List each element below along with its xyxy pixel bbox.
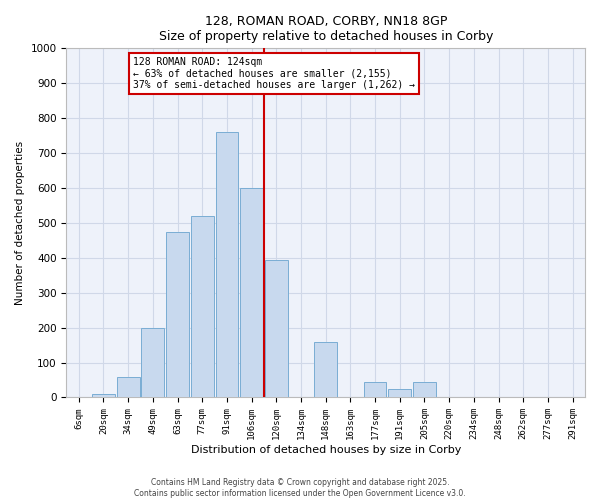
Y-axis label: Number of detached properties: Number of detached properties [15,141,25,305]
Bar [240,188,263,398]
X-axis label: Distribution of detached houses by size in Corby: Distribution of detached houses by size … [191,445,461,455]
Bar [191,216,214,398]
Bar [92,394,115,398]
Text: 128 ROMAN ROAD: 124sqm
← 63% of detached houses are smaller (2,155)
37% of semi-: 128 ROMAN ROAD: 124sqm ← 63% of detached… [133,57,415,90]
Bar [413,382,436,398]
Text: Contains HM Land Registry data © Crown copyright and database right 2025.
Contai: Contains HM Land Registry data © Crown c… [134,478,466,498]
Bar [166,232,189,398]
Bar [265,260,287,398]
Bar [142,328,164,398]
Bar [215,132,238,398]
Bar [117,376,140,398]
Title: 128, ROMAN ROAD, CORBY, NN18 8GP
Size of property relative to detached houses in: 128, ROMAN ROAD, CORBY, NN18 8GP Size of… [158,15,493,43]
Bar [388,388,411,398]
Bar [364,382,386,398]
Bar [314,342,337,398]
